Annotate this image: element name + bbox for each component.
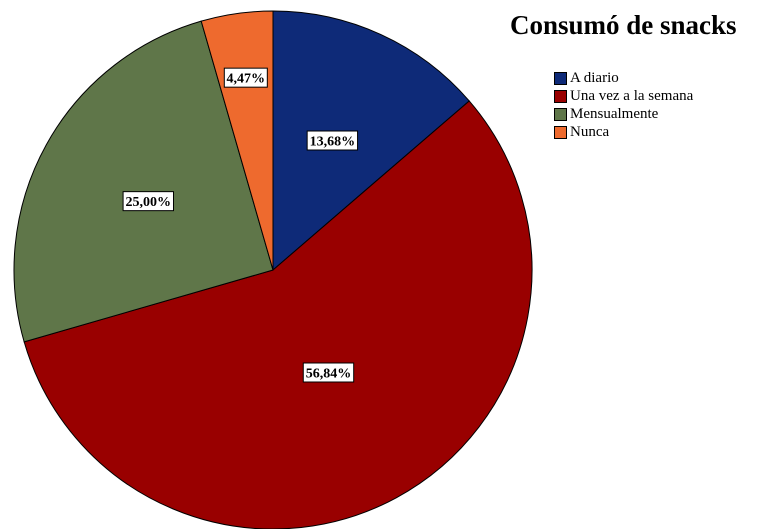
legend-label-a-diario: A diario [570, 70, 619, 86]
slice-label-a-diario: 13,68% [306, 130, 359, 151]
slice-label-text: 13,68% [310, 135, 356, 150]
slice-label-text: 4,47% [227, 72, 266, 87]
legend-label-nunca: Nunca [570, 124, 610, 140]
legend-item-una-vez-a-la-semana: Una vez a la semana [554, 87, 693, 105]
legend-label-una-vez-a-la-semana: Una vez a la semana [570, 88, 694, 104]
legend-item-a-diario: A diario [554, 69, 693, 87]
chart-title: Consumó de snacks [510, 10, 737, 40]
legend-swatch-a-diario [554, 71, 567, 85]
slice-labels: 13,68% 56,84% 25,00% 4,47% [122, 67, 359, 383]
pie-slice-mensualmente [13, 20, 274, 343]
pie-slice-una-vez-a-la-semana [23, 100, 533, 529]
slice-label-nunca: 4,47% [223, 67, 268, 88]
slice-label-box [302, 362, 355, 383]
slice-label-text: 25,00% [126, 195, 172, 210]
slice-label-box [122, 191, 174, 212]
legend: A diario Una vez a la semana Mensualment… [554, 69, 693, 141]
legend-item-mensualmente: Mensualmente [554, 105, 693, 123]
slice-label-mensualmente: 25,00% [122, 191, 174, 212]
legend-item-nunca: Nunca [554, 123, 693, 141]
legend-swatch-mensualmente [554, 107, 567, 121]
slice-label-box [223, 67, 268, 88]
pie-slice-a-diario [272, 10, 470, 272]
slice-label-una-vez-a-la-semana: 56,84% [302, 362, 355, 383]
legend-label-mensualmente: Mensualmente [570, 106, 659, 122]
slice-label-box [306, 130, 359, 151]
slice-label-text: 56,84% [306, 366, 352, 381]
legend-swatch-una-vez-a-la-semana [554, 89, 567, 103]
legend-swatch-nunca [554, 125, 567, 139]
